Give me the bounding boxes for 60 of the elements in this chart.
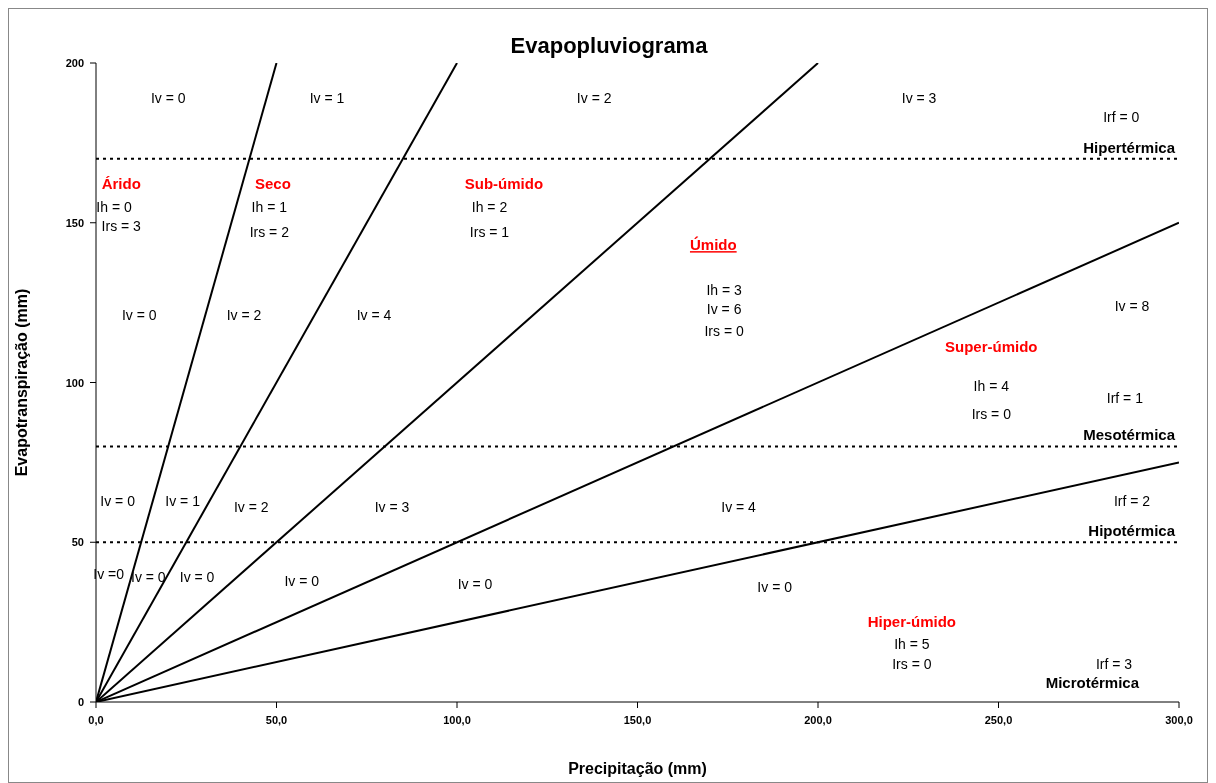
annotation: Ih = 0 bbox=[96, 198, 132, 215]
annotation: Irs = 2 bbox=[249, 224, 290, 241]
y-tick-label: 100 bbox=[65, 376, 84, 389]
x-tick-label: 50,0 bbox=[265, 714, 288, 726]
annotation: Irf = 0 bbox=[1103, 109, 1140, 126]
annotation: Iv = 0 bbox=[284, 572, 320, 589]
chart-title: Evapopluviograma bbox=[510, 33, 709, 58]
annotation: Ih = 3 bbox=[706, 281, 743, 298]
annotation: Iv = 4 bbox=[721, 499, 757, 516]
ref-line-label: Mesotérmica bbox=[1083, 426, 1176, 444]
annotation: Iv = 1 bbox=[165, 492, 201, 509]
annotation: Iv = 0 bbox=[100, 492, 136, 509]
x-tick-label: 100,0 bbox=[443, 714, 471, 726]
y-tick-label: 0 bbox=[77, 696, 84, 708]
annotation: Iv = 0 bbox=[757, 578, 793, 595]
annotation: Irf = 3 bbox=[1095, 655, 1133, 672]
annotation: Iv = 8 bbox=[1114, 297, 1150, 314]
annotation: Árido bbox=[101, 175, 141, 193]
y-tick-label: 200 bbox=[65, 57, 84, 69]
annotation: Ih = 5 bbox=[894, 636, 930, 653]
ref-line-label: Hipertérmica bbox=[1083, 138, 1176, 156]
ref-line-label: Hipotérmica bbox=[1088, 522, 1176, 540]
annotation: Iv = 1 bbox=[309, 90, 345, 107]
x-tick-label: 300,0 bbox=[1165, 714, 1193, 726]
annotation: Hiper-úmido bbox=[867, 613, 957, 631]
y-tick-label: 50 bbox=[71, 536, 84, 549]
annotation: Iv = 3 bbox=[901, 90, 937, 107]
annotation: Irs = 0 bbox=[892, 655, 932, 672]
annotation: Iv = 0 bbox=[122, 307, 157, 324]
annotation: Irs = 0 bbox=[704, 323, 744, 340]
x-tick-label: 150,0 bbox=[623, 714, 652, 726]
x-tick-label: 250,0 bbox=[984, 714, 1013, 726]
annotation: Iv = 2 bbox=[226, 307, 262, 324]
annotation: Irf = 1 bbox=[1106, 390, 1144, 407]
annotation: Iv = 2 bbox=[576, 90, 612, 107]
y-axis-title: Evapotranspiração (mm) bbox=[12, 288, 30, 477]
x-tick-label: 0,0 bbox=[88, 714, 104, 726]
annotation: Super-úmido bbox=[945, 338, 1038, 356]
annotation: Úmido bbox=[689, 236, 737, 254]
annotation: Irs = 1 bbox=[469, 224, 510, 241]
annotation: Iv = 0 bbox=[457, 575, 493, 592]
annotation: Microtérmica bbox=[1045, 673, 1140, 691]
annotation: Irs = 3 bbox=[101, 217, 142, 234]
y-tick-label: 150 bbox=[65, 216, 84, 229]
annotation: Iv = 3 bbox=[374, 499, 410, 516]
annotation: Iv =0 bbox=[93, 566, 125, 583]
annotation: Iv = 0 bbox=[150, 90, 186, 107]
annotation: Irs = 0 bbox=[971, 406, 1012, 423]
annotation: Ih = 4 bbox=[973, 377, 1010, 394]
annotation: Irf = 2 bbox=[1113, 492, 1151, 509]
x-axis-title: Precipitação (mm) bbox=[568, 760, 707, 777]
annotation: Iv = 6 bbox=[706, 301, 742, 318]
x-tick-label: 200,0 bbox=[804, 714, 832, 726]
annotation: Ih = 1 bbox=[251, 198, 288, 215]
annotation: Iv = 4 bbox=[356, 307, 392, 324]
annotation: Sub-úmido bbox=[464, 175, 544, 193]
annotation: Ih = 2 bbox=[471, 198, 508, 215]
annotation: Iv = 0 bbox=[179, 569, 215, 586]
annotation: Iv = 2 bbox=[233, 499, 269, 516]
annotation: Seco bbox=[254, 175, 291, 193]
